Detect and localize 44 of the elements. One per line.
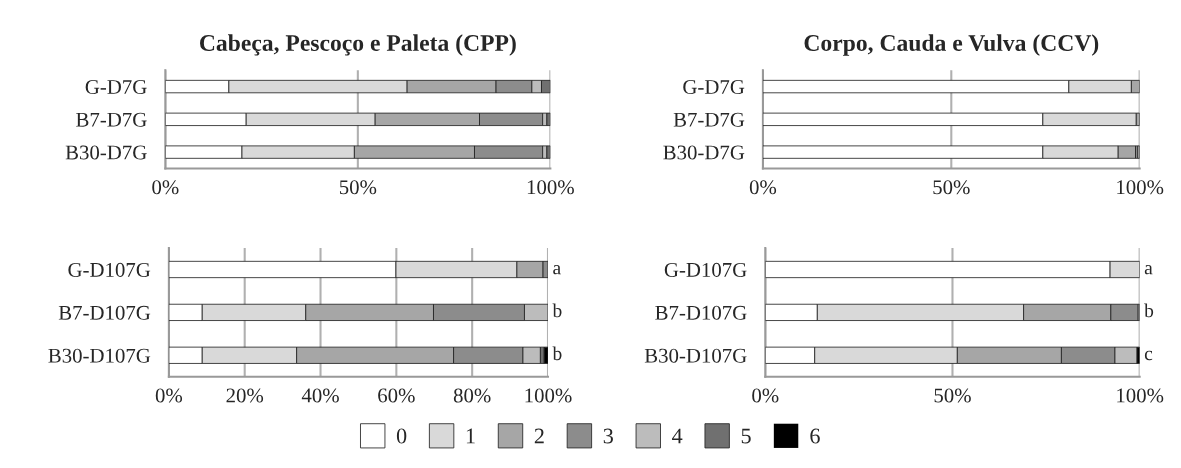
y-tick-label: B7-D107G [58, 305, 151, 320]
y-tick-label: B7-D107G [655, 305, 747, 320]
x-tick-label: 40% [301, 388, 339, 403]
legend-label: 6 [810, 428, 820, 444]
legend-label: 0 [396, 428, 407, 444]
x-tick-label: 80% [453, 388, 491, 403]
x-tick-label: 60% [378, 388, 415, 403]
text: b [552, 346, 562, 361]
chart-title: Cabeça, Pescoço e Paleta (CPP) [200, 34, 516, 56]
chart-title: Corpo, Cauda e Vulva (CCV) [804, 34, 1099, 56]
legend-label: 1 [466, 428, 475, 444]
x-tick-label: 20% [226, 388, 264, 403]
bar [546, 145, 551, 159]
x-tick-label: 0% [155, 388, 183, 403]
text: a [553, 265, 561, 275]
x-tick-label: 50% [339, 180, 377, 195]
y-tick-label: B30-D107G [644, 348, 747, 363]
x-tick-label: 100% [1117, 180, 1164, 195]
legend-label: 4 [672, 428, 683, 444]
bar [546, 112, 551, 126]
y-tick-label: B7-D7G [673, 112, 745, 127]
x-tick-label: 0% [752, 388, 779, 403]
y-tick-label: B30-D7G [65, 145, 147, 160]
y-tick-label: G-D107G [664, 262, 747, 277]
text: a [1144, 265, 1153, 275]
y-tick-label: G-D7G [85, 80, 147, 95]
text: b [1144, 303, 1154, 318]
x-tick-label: 50% [934, 388, 971, 403]
x-tick-label: 0% [152, 180, 179, 195]
x-tick-label: 100% [527, 180, 574, 195]
text: b [552, 303, 562, 318]
y-tick-label: G-D7G [683, 80, 745, 95]
y-tick-label: B7-D7G [76, 112, 147, 127]
legend-label: 2 [534, 428, 544, 444]
y-tick-label: B30-D7G [663, 145, 745, 160]
x-tick-label: 0% [749, 180, 777, 195]
x-tick-label: 100% [1117, 388, 1164, 403]
y-tick-label: B30-D107G [48, 348, 151, 363]
y-tick-label: G-D107G [68, 262, 151, 277]
legend-label: 3 [603, 428, 613, 444]
legend-label: 5 [741, 428, 751, 444]
text: c [1144, 350, 1153, 361]
x-tick-label: 50% [933, 180, 970, 195]
x-tick-label: 100% [525, 388, 572, 403]
